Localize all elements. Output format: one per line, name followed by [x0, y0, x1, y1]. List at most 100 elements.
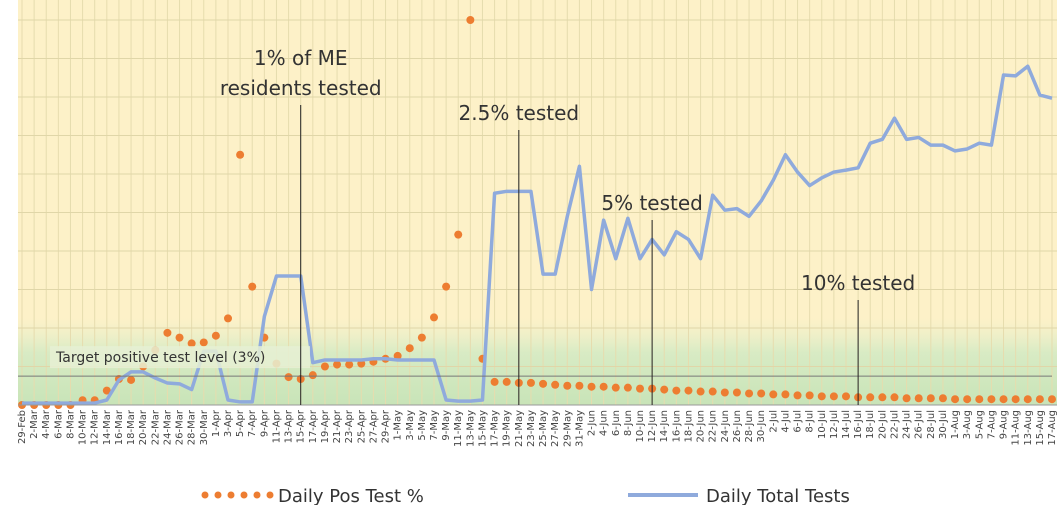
x-tick-label: 30-Jul — [938, 410, 949, 439]
x-tick-label: 20-Jun — [696, 410, 707, 443]
pos-test-dot — [333, 360, 342, 369]
tests-line — [22, 64, 1053, 405]
pos-test-dot — [248, 282, 257, 291]
pos-test-dot — [405, 344, 414, 353]
pos-test-dot — [175, 333, 184, 342]
pos-test-dot — [672, 386, 681, 395]
annotation-text: 5% tested — [601, 191, 703, 215]
x-tick-label: 26-Jun — [732, 410, 743, 443]
x-tick-label: 6-Jun — [611, 410, 622, 436]
pos-test-dot — [1011, 395, 1020, 404]
legend-swatch — [266, 491, 274, 499]
x-tick-label: 21-May — [514, 410, 525, 447]
pos-test-dot — [127, 375, 136, 384]
target-label-bg — [50, 346, 310, 369]
pos-test-dot — [454, 230, 463, 239]
pos-test-dot — [757, 389, 766, 398]
pos-test-dot — [551, 380, 560, 389]
pos-test-dot — [769, 390, 778, 399]
x-tick-label: 23-Apr — [344, 409, 355, 443]
pos-test-dot — [842, 392, 850, 401]
x-tick-label: 16-Jul — [853, 410, 864, 439]
x-tick-label: 11-May — [453, 410, 464, 447]
pos-test-dot — [539, 379, 548, 388]
x-tick-label: 9-Aug — [999, 410, 1010, 439]
x-tick-label: 6-Jul — [793, 410, 804, 433]
x-tick-label: 11-Apr — [271, 409, 282, 443]
annotation-text: 10% tested — [801, 271, 915, 295]
x-tick-label: 27-Apr — [368, 409, 379, 443]
pos-test-dot — [199, 338, 208, 347]
pos-test-dot — [1023, 395, 1032, 404]
pos-test-dot — [490, 377, 499, 386]
x-tick-label: 7-Aug — [986, 410, 997, 439]
pos-test-dot — [866, 393, 875, 402]
x-tick-label: 10-Jul — [817, 410, 828, 439]
pos-test-dot — [951, 395, 960, 404]
x-tick-label: 14-Jun — [659, 410, 670, 443]
x-tick-label: 17-May — [490, 410, 501, 447]
pos-test-dot — [345, 360, 354, 369]
x-tick-label: 22-Jul — [889, 410, 900, 439]
x-tick-label: 19-Apr — [320, 409, 331, 443]
x-tick-label: 4-Jul — [780, 410, 791, 433]
annotation-text: 2.5% tested — [459, 101, 580, 125]
x-tick-label: 16-Jun — [671, 410, 682, 443]
x-tick-label: 17-Aug — [1047, 410, 1057, 446]
x-tick-label: 12-Jun — [647, 410, 658, 443]
x-tick-label: 2-Jun — [587, 410, 598, 436]
legend-swatch — [214, 491, 222, 499]
x-tick-label: 24-Jun — [720, 410, 731, 443]
x-tick-label: 8-Jun — [623, 410, 634, 436]
legend-swatch — [227, 491, 235, 499]
x-tick-label: 13-Aug — [1023, 410, 1034, 446]
x-tick-label: 1-Apr — [211, 409, 222, 437]
x-tick-label: 20-Jul — [877, 410, 888, 439]
pos-test-dot — [393, 351, 402, 360]
pos-test-dot — [732, 388, 741, 397]
pos-test-dot — [599, 382, 608, 391]
x-tick-label: 18-Mar — [126, 409, 137, 445]
legend-swatch — [240, 491, 248, 499]
x-tick-label: 3-May — [405, 410, 416, 441]
x-tick-label: 18-Jul — [865, 410, 876, 439]
x-tick-label: 12-Jul — [829, 410, 840, 439]
x-tick-label: 28-Mar — [187, 409, 198, 445]
x-tick-label: 30-Mar — [199, 409, 210, 445]
x-tick-label: 3-Aug — [962, 410, 973, 439]
x-tick-label: 14-Jul — [841, 410, 852, 439]
x-tick-label: 30-Jun — [756, 410, 767, 443]
pos-test-dot — [611, 383, 620, 392]
pos-test-dot — [163, 328, 172, 337]
x-tick-label: 1-Aug — [950, 410, 961, 439]
pos-test-dot — [636, 384, 644, 393]
x-tick-label: 9-May — [441, 410, 452, 441]
pos-test-dot — [466, 16, 475, 24]
pos-test-dot — [684, 386, 693, 395]
pos-test-dot — [708, 387, 717, 396]
x-tick-label: 2-Mar — [29, 409, 40, 439]
x-tick-label: 18-Jun — [683, 410, 694, 443]
x-tick-label: 6-Mar — [53, 409, 64, 439]
pos-test-dot — [623, 383, 632, 392]
x-tick-label: 9-Apr — [259, 409, 270, 437]
x-tick-label: 3-Apr — [223, 409, 234, 437]
pos-test-dot — [890, 393, 899, 402]
x-tick-label: 11-Aug — [1011, 410, 1022, 446]
pos-test-dot — [817, 392, 826, 401]
pos-test-dot — [1035, 395, 1044, 404]
x-tick-label: 28-Jul — [926, 410, 937, 439]
x-tick-label: 12-Mar — [90, 409, 101, 445]
pos-test-dot — [963, 395, 972, 404]
pos-test-dot — [587, 382, 596, 391]
pos-test-dot — [926, 394, 935, 403]
pos-test-dot — [902, 394, 911, 403]
x-tick-label: 8-Jul — [805, 410, 816, 433]
x-tick-label: 25-Apr — [356, 409, 367, 443]
pos-test-dot — [430, 313, 438, 322]
x-tick-label: 5-Apr — [235, 409, 246, 437]
x-tick-label: 10-Jun — [635, 410, 646, 443]
legend-swatch — [253, 491, 261, 499]
x-tick-label: 29-Feb — [17, 410, 28, 444]
